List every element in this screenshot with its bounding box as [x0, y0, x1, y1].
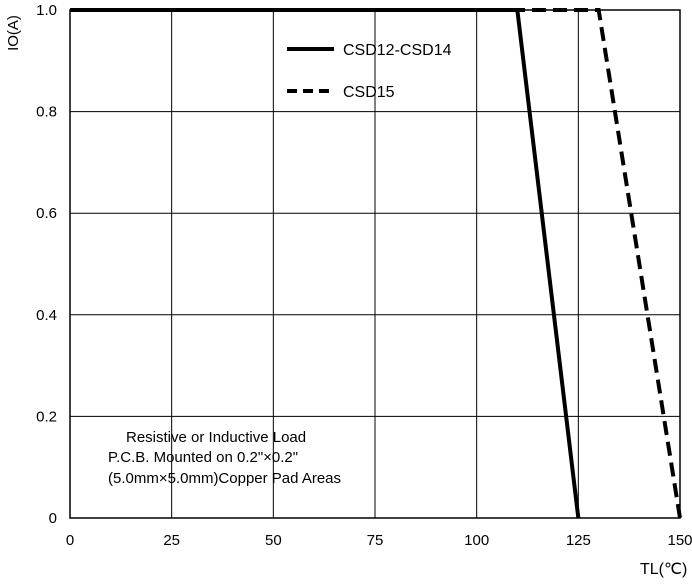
legend-label-csd12-csd14: CSD12-CSD14 [343, 42, 452, 59]
legend: CSD12-CSD14 CSD15 [287, 42, 452, 101]
y-tick-label-2: 0.4 [36, 307, 57, 324]
legend-label-csd15: CSD15 [343, 84, 395, 101]
y-tick-label-4: 0.8 [36, 104, 57, 121]
y-tick-label-5: 1.0 [36, 2, 57, 19]
grid [70, 10, 680, 518]
annotation-line-1: Resistive or Inductive Load [126, 429, 306, 446]
annotation: Resistive or Inductive Load P.C.B. Mount… [108, 429, 341, 487]
plot-frame [69, 9, 681, 519]
x-tick-label-1: 25 [163, 532, 180, 549]
y-tick-label-0: 0 [49, 510, 57, 527]
x-tick-label-0: 0 [66, 532, 74, 549]
axes [69, 9, 681, 519]
x-axis-label: TL(℃) [640, 561, 687, 578]
x-tick-label-5: 125 [566, 532, 591, 549]
y-tick-label-3: 0.6 [36, 205, 57, 222]
y-tick-label-1: 0.2 [36, 408, 57, 425]
annotation-line-2: P.C.B. Mounted on 0.2"×0.2" [108, 449, 298, 466]
y-axis-label: IO(A) [5, 15, 22, 51]
x-tick-label-4: 100 [464, 532, 489, 549]
x-tick-label-6: 150 [667, 532, 692, 549]
tick-labels: 0 25 50 75 100 125 150 0 0.2 0.4 0.6 0.8 1.0 [36, 2, 692, 549]
x-tick-label-2: 50 [265, 532, 282, 549]
annotation-line-3: (5.0mm×5.0mm)Copper Pad Areas [108, 470, 341, 487]
x-tick-label-3: 75 [367, 532, 384, 549]
